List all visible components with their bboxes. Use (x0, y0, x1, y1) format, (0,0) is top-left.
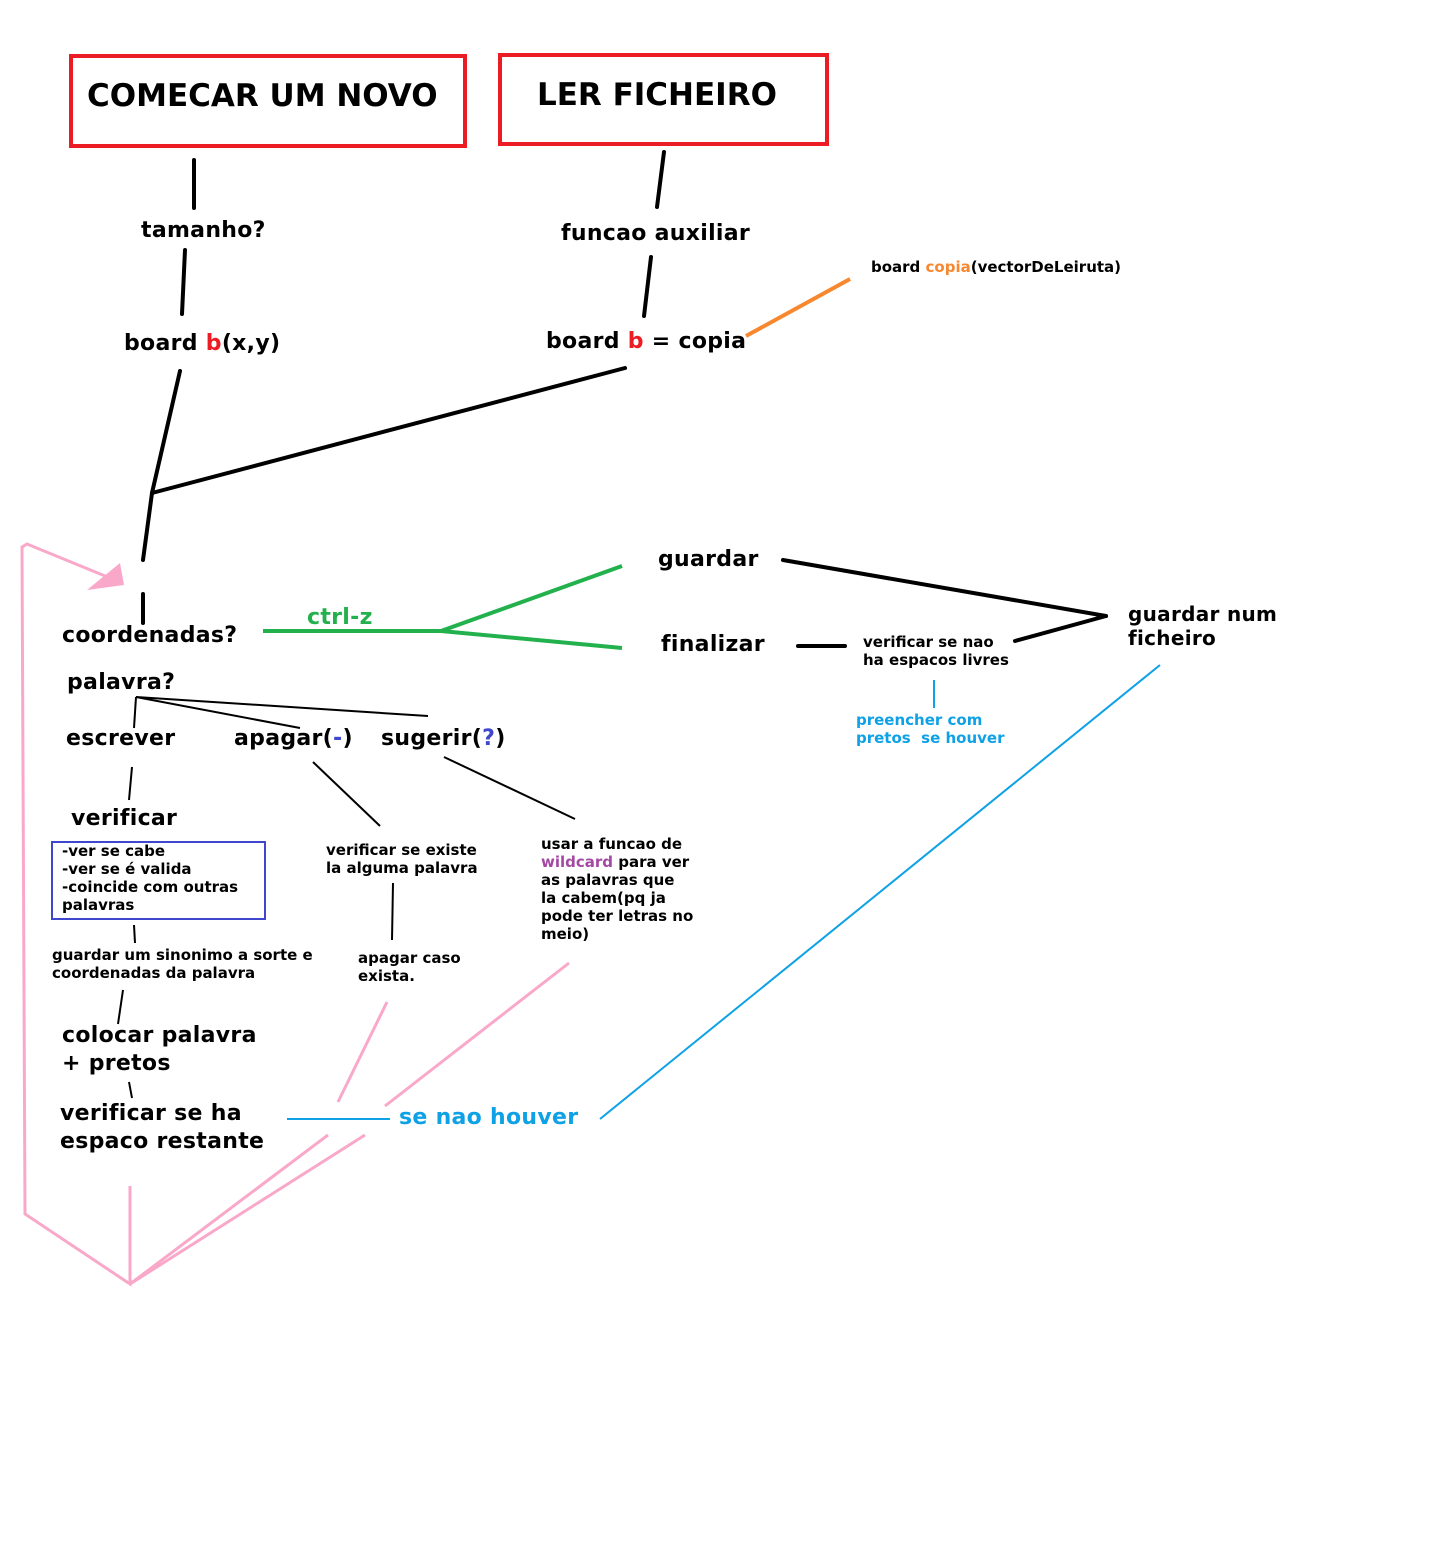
guardar-label: guardar (658, 547, 759, 572)
comecar-um-novo-title: COMECAR UM NOVO (87, 78, 438, 114)
usar-funcao-label: usar a funcao de wildcard para ver as pala… (541, 835, 694, 943)
verificar-list: -ver se cabe -ver se é valida -coincide … (62, 842, 239, 914)
apagar-label: apagar(-) (234, 726, 353, 751)
escrever-label: escrever (66, 726, 176, 751)
ler-ficheiro-title: LER FICHEIRO (537, 77, 777, 113)
guardar-num-ficheiro-label: guardar num ficheiro (1128, 602, 1278, 650)
verificar-list-box (51, 841, 266, 920)
pink-arrowhead (87, 563, 124, 590)
funcao-auxiliar-label: funcao auxiliar (561, 221, 751, 246)
apagar-caso-label: apagar caso exista. (358, 949, 461, 985)
ler-ficheiro-box (498, 53, 829, 146)
palavra-label: palavra? (67, 670, 176, 695)
colocar-palavra-label: colocar palavra + pretos (62, 1023, 257, 1076)
board-copia-signature: board copia(vectorDeLeiruta) (871, 258, 1122, 276)
verificar-espacos-label: verificar se nao ha espacos livres (863, 633, 1009, 669)
board-copy-label: board b = copia (546, 329, 747, 354)
guardar-sinonimo-label: guardar um sinonimo a sorte e coordenada… (52, 946, 313, 982)
verificar-espaco-restante-label: verificar se ha espaco restante (60, 1101, 265, 1154)
coordenadas-label: coordenadas? (62, 623, 238, 648)
sugerir-label: sugerir(?) (381, 726, 506, 751)
tamanho-label: tamanho? (141, 218, 266, 243)
comecar-box (69, 54, 467, 148)
ctrl-z-label: ctrl-z (307, 605, 373, 630)
verificar-existe-label: verificar se existe la alguma palavra (326, 841, 478, 877)
verificar-label: verificar (71, 806, 178, 831)
se-nao-houver-label: se nao houver (399, 1105, 579, 1130)
preencher-label: preencher com pretos se houver (856, 711, 1005, 747)
board-new-label: board b(x,y) (124, 331, 281, 356)
finalizar-label: finalizar (661, 632, 765, 657)
